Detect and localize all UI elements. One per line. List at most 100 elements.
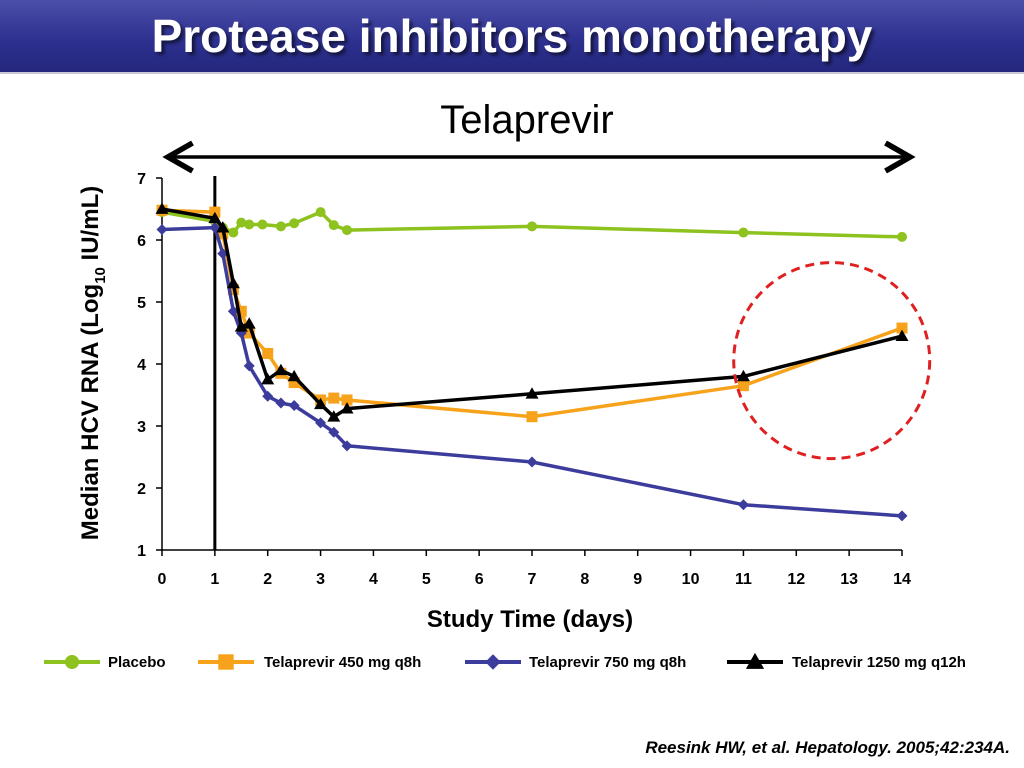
data-point — [261, 373, 275, 385]
data-point — [208, 211, 222, 224]
data-point — [236, 217, 247, 228]
data-point — [896, 322, 908, 334]
x-tick-label: 9 — [633, 571, 642, 588]
y-tick-label: 6 — [137, 233, 146, 250]
data-point — [218, 654, 234, 670]
data-point — [289, 218, 300, 229]
legend-item-4: Telaprevir 1250 mg q12h — [727, 652, 966, 671]
highlight-circle-shape — [732, 261, 932, 461]
data-point — [275, 397, 287, 409]
chart-legend: Placebo Telaprevir 450 mg q8h Telaprevir 7… — [44, 652, 966, 671]
data-point — [328, 220, 339, 231]
x-tick-label: 8 — [580, 571, 589, 588]
data-point — [235, 305, 247, 317]
data-point — [897, 231, 907, 242]
data-point — [315, 417, 327, 429]
y-tick-label: 1 — [137, 543, 146, 560]
x-tick-label: 10 — [682, 571, 700, 588]
y-tick-label: 3 — [137, 419, 146, 436]
slide-title: Protease inhibitors monotherapy — [151, 10, 873, 62]
x-tick-label: 12 — [787, 571, 805, 588]
highlight-circle — [732, 261, 932, 461]
data-point — [287, 369, 301, 382]
title-bar: Protease inhibitors monotherapy — [0, 0, 1024, 74]
y-axis-title-suffix: IU/mL) — [77, 186, 104, 267]
x-tick-label: 3 — [316, 571, 325, 588]
x-tick-label: 0 — [158, 571, 167, 588]
x-axis-title: Study Time (days) — [427, 606, 633, 633]
data-point — [485, 654, 501, 670]
data-point — [896, 510, 908, 522]
legend-item-1: Placebo — [44, 654, 166, 671]
data-point — [274, 363, 288, 376]
data-point — [244, 219, 255, 230]
data-point — [737, 380, 749, 392]
legend-item-3: Telaprevir 750 mg q8h — [465, 654, 686, 671]
series-1 — [157, 207, 907, 242]
x-tick-label: 14 — [893, 571, 911, 588]
series-line — [161, 207, 903, 419]
legend-label: Placebo — [108, 654, 166, 671]
legend-label: Telaprevir 450 mg q8h — [264, 654, 421, 671]
data-point — [314, 397, 328, 410]
y-axis-title-prefix: Median HCV RNA (Log — [77, 284, 104, 540]
data-point — [328, 392, 340, 404]
y-axis-title: Median HCV RNA (Log10 IU/mL) — [77, 186, 109, 540]
data-point — [262, 390, 274, 402]
data-point — [895, 329, 909, 341]
x-tick-label: 13 — [840, 571, 858, 588]
citation: Reesink HW, et al. Hepatology. 2005;42:2… — [645, 738, 1010, 757]
data-point — [234, 320, 248, 332]
y-tick-label: 7 — [137, 171, 146, 188]
data-point — [526, 456, 538, 468]
data-point — [340, 402, 354, 414]
x-tick-label: 7 — [528, 571, 537, 588]
x-tick-label: 2 — [263, 571, 272, 588]
x-tick-label: 6 — [475, 571, 484, 588]
data-point — [155, 202, 169, 214]
data-point — [745, 652, 765, 669]
data-point — [216, 221, 230, 233]
series-line — [161, 208, 903, 419]
data-point — [327, 410, 341, 422]
data-point — [257, 219, 268, 230]
data-point — [737, 499, 749, 511]
data-point — [328, 426, 340, 438]
x-tick-label: 4 — [369, 571, 378, 588]
data-point — [242, 317, 256, 329]
data-point — [315, 207, 326, 218]
legend-label: Telaprevir 750 mg q8h — [529, 654, 686, 671]
data-point — [526, 411, 538, 423]
y-axis-title-subscript: 10 — [92, 267, 109, 284]
x-tick-label: 11 — [735, 571, 752, 588]
data-point — [525, 387, 539, 399]
data-point — [243, 327, 255, 339]
data-point — [243, 360, 255, 372]
series-4 — [155, 202, 909, 422]
x-tick-label: 1 — [210, 571, 219, 588]
y-tick-label: 2 — [137, 481, 146, 498]
data-point — [342, 225, 352, 236]
x-tick-label: 5 — [422, 571, 431, 588]
y-tick-label: 4 — [137, 357, 146, 374]
data-point — [341, 440, 353, 452]
data-point — [527, 221, 537, 232]
data-point — [736, 369, 750, 382]
series-3 — [156, 222, 908, 522]
data-point — [262, 347, 274, 359]
data-point — [288, 377, 300, 389]
series-line — [161, 225, 903, 518]
chart-subtitle: Telaprevir — [440, 98, 614, 142]
data-point — [228, 227, 239, 238]
data-point — [738, 227, 749, 238]
data-point — [65, 655, 79, 669]
data-point — [156, 223, 168, 235]
legend-label: Telaprevir 1250 mg q12h — [792, 654, 966, 671]
data-point — [226, 276, 240, 289]
y-tick-label: 5 — [137, 295, 146, 312]
data-point — [288, 400, 300, 412]
data-point — [227, 305, 239, 317]
data-point — [341, 394, 353, 406]
